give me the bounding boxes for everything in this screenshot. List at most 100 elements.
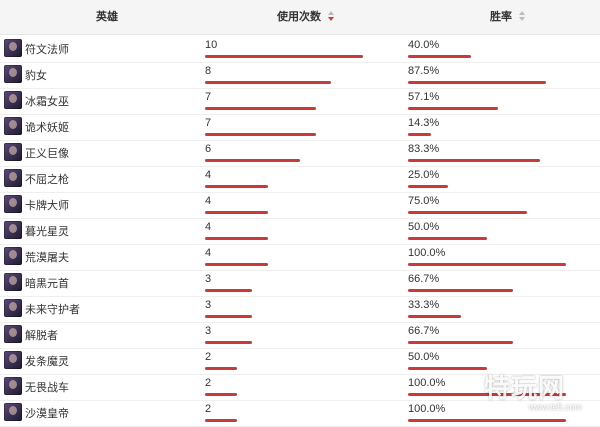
uses-value: 4 xyxy=(205,221,212,233)
uses-bar xyxy=(205,315,252,318)
hero-avatar-icon xyxy=(4,325,22,343)
hero-name: 豹女 xyxy=(25,70,47,82)
uses-value: 4 xyxy=(205,195,212,207)
winrate-bar xyxy=(408,315,461,318)
table-row[interactable]: 暗黑元首 3 66.7% xyxy=(0,271,600,297)
winrate-bar xyxy=(408,237,487,240)
winrate-value: 50.0% xyxy=(408,221,440,233)
table-row[interactable]: 解脱者 3 66.7% xyxy=(0,323,600,349)
winrate-bar xyxy=(408,419,566,422)
uses-value: 2 xyxy=(205,403,212,415)
table-header: 英雄 使用次数 胜率 xyxy=(0,0,600,35)
winrate-value: 25.0% xyxy=(408,169,440,181)
winrate-value: 66.7% xyxy=(408,273,440,285)
uses-value: 7 xyxy=(205,91,212,103)
hero-name: 不屈之枪 xyxy=(25,174,69,186)
winrate-bar xyxy=(408,159,540,162)
table-row[interactable]: 豹女 8 87.5% xyxy=(0,63,600,89)
table-row[interactable]: 沙漠皇帝 2 100.0% xyxy=(0,401,600,427)
table-row[interactable]: 冰霜女巫 7 57.1% xyxy=(0,89,600,115)
winrate-value: 57.1% xyxy=(408,91,440,103)
uses-bar xyxy=(205,237,268,240)
winrate-bar xyxy=(408,133,431,136)
uses-value: 8 xyxy=(205,65,212,77)
uses-value: 7 xyxy=(205,117,212,129)
uses-bar xyxy=(205,133,316,136)
hero-name: 暮光星灵 xyxy=(25,226,69,238)
uses-value: 6 xyxy=(205,143,212,155)
hero-avatar-icon xyxy=(4,377,22,395)
hero-name: 发条魔灵 xyxy=(25,356,69,368)
hero-name: 冰霜女巫 xyxy=(25,96,69,108)
sort-icon[interactable] xyxy=(519,11,526,22)
hero-name: 无畏战车 xyxy=(25,382,69,394)
winrate-value: 33.3% xyxy=(408,299,440,311)
winrate-value: 66.7% xyxy=(408,325,440,337)
hero-table-body: 符文法师 10 40.0% 豹女 8 87.5% 冰霜女巫 7 57.1% 诡术妖姬 7 14.3% 正… xyxy=(0,37,600,427)
uses-value: 2 xyxy=(205,351,212,363)
winrate-bar xyxy=(408,211,527,214)
uses-bar xyxy=(205,393,237,396)
hero-avatar-icon xyxy=(4,247,22,265)
table-row[interactable]: 发条魔灵 2 50.0% xyxy=(0,349,600,375)
uses-bar xyxy=(205,55,363,58)
winrate-value: 100.0% xyxy=(408,377,446,389)
hero-avatar-icon xyxy=(4,39,22,57)
uses-bar xyxy=(205,107,316,110)
hero-name: 符文法师 xyxy=(25,44,69,56)
hero-name: 沙漠皇帝 xyxy=(25,408,69,420)
winrate-bar xyxy=(408,107,498,110)
winrate-bar xyxy=(408,289,513,292)
uses-value: 4 xyxy=(205,247,212,259)
hero-avatar-icon xyxy=(4,117,22,135)
hero-avatar-icon xyxy=(4,195,22,213)
hero-avatar-icon xyxy=(4,403,22,421)
hero-name: 解脱者 xyxy=(25,330,58,342)
table-row[interactable]: 卡牌大师 4 75.0% xyxy=(0,193,600,219)
uses-value: 4 xyxy=(205,169,212,181)
winrate-bar xyxy=(408,185,448,188)
sort-desc-icon[interactable] xyxy=(328,11,335,22)
table-row[interactable]: 诡术妖姬 7 14.3% xyxy=(0,115,600,141)
table-row[interactable]: 荒漠屠夫 4 100.0% xyxy=(0,245,600,271)
uses-value: 2 xyxy=(205,377,212,389)
hero-avatar-icon xyxy=(4,299,22,317)
winrate-bar xyxy=(408,341,513,344)
uses-column-header[interactable]: 使用次数 xyxy=(277,0,335,34)
uses-bar xyxy=(205,341,252,344)
table-row[interactable]: 不屈之枪 4 25.0% xyxy=(0,167,600,193)
hero-name: 荒漠屠夫 xyxy=(25,252,69,264)
hero-column-header: 英雄 xyxy=(96,11,118,23)
table-row[interactable]: 无畏战车 2 100.0% xyxy=(0,375,600,401)
uses-bar xyxy=(205,289,252,292)
uses-value: 3 xyxy=(205,299,212,311)
winrate-value: 50.0% xyxy=(408,351,440,363)
winrate-value: 14.3% xyxy=(408,117,440,129)
table-row[interactable]: 暮光星灵 4 50.0% xyxy=(0,219,600,245)
hero-avatar-icon xyxy=(4,273,22,291)
winrate-bar xyxy=(408,81,546,84)
winrate-value: 40.0% xyxy=(408,39,440,51)
uses-bar xyxy=(205,367,237,370)
hero-avatar-icon xyxy=(4,143,22,161)
hero-name: 诡术妖姬 xyxy=(25,122,69,134)
winrate-bar xyxy=(408,263,566,266)
winrate-bar xyxy=(408,393,566,396)
uses-value: 3 xyxy=(205,325,212,337)
uses-bar xyxy=(205,263,268,266)
hero-name: 卡牌大师 xyxy=(25,200,69,212)
hero-avatar-icon xyxy=(4,91,22,109)
uses-bar xyxy=(205,81,331,84)
table-row[interactable]: 正义巨像 6 83.3% xyxy=(0,141,600,167)
winrate-value: 87.5% xyxy=(408,65,440,77)
hero-avatar-icon xyxy=(4,169,22,187)
winrate-column-header[interactable]: 胜率 xyxy=(490,0,526,34)
hero-name: 暗黑元首 xyxy=(25,278,69,290)
winrate-value: 83.3% xyxy=(408,143,440,155)
winrate-value: 75.0% xyxy=(408,195,440,207)
hero-name: 正义巨像 xyxy=(25,148,69,160)
table-row[interactable]: 未来守护者 3 33.3% xyxy=(0,297,600,323)
hero-avatar-icon xyxy=(4,351,22,369)
table-row[interactable]: 符文法师 10 40.0% xyxy=(0,37,600,63)
uses-bar xyxy=(205,211,268,214)
